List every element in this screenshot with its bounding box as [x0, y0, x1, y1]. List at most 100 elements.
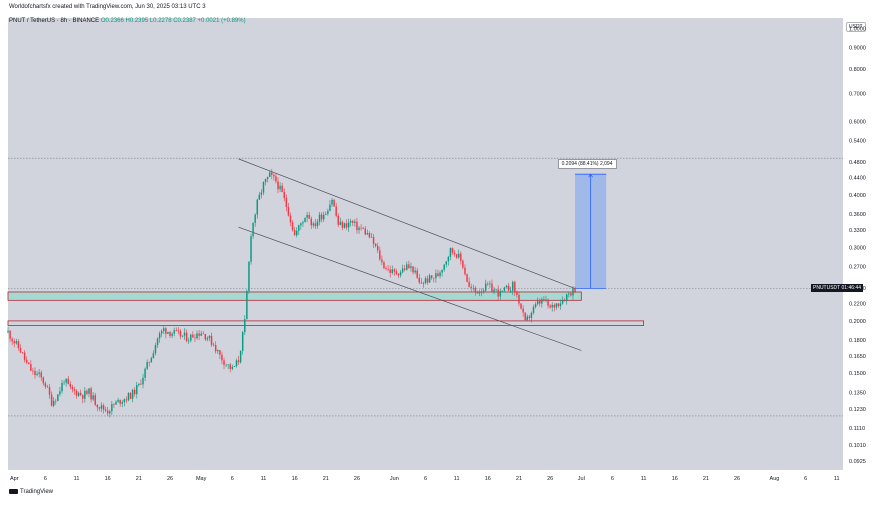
- candle-body: [57, 394, 59, 401]
- x-tick-label: 11: [834, 476, 840, 482]
- y-tick-label: 0.1650: [849, 354, 866, 360]
- candle-body: [42, 377, 45, 384]
- price-axis[interactable]: [843, 18, 879, 470]
- candle-body: [449, 247, 452, 257]
- tradingview-logo-icon: [9, 489, 18, 494]
- candle-body: [175, 330, 177, 331]
- candle-body: [210, 335, 213, 345]
- candle-body: [549, 305, 551, 308]
- y-tick-label: 0.1500: [849, 371, 866, 377]
- currency-badge[interactable]: USDT: [846, 22, 866, 32]
- x-tick-label: 6: [424, 476, 427, 482]
- candle-body: [185, 332, 188, 342]
- candle-body: [30, 364, 32, 371]
- tradingview-footer[interactable]: TradingView: [9, 489, 53, 495]
- x-tick-label: 6: [804, 476, 807, 482]
- x-tick-label: 21: [323, 476, 329, 482]
- y-tick-label: 0.4000: [849, 193, 866, 199]
- x-tick-label: 6: [231, 476, 234, 482]
- candle-body: [551, 304, 553, 308]
- candle-body: [160, 330, 163, 334]
- candle-body: [318, 214, 321, 222]
- x-tick-label: Apr: [10, 476, 19, 482]
- candle-body: [516, 291, 518, 295]
- candle-body: [493, 289, 495, 292]
- candle-body: [470, 286, 472, 288]
- candle-body: [553, 304, 556, 308]
- candle-body: [256, 199, 258, 215]
- x-tick-label: 11: [74, 476, 80, 482]
- candle-body: [111, 404, 113, 412]
- candle-body: [23, 352, 26, 360]
- candle-body: [104, 409, 107, 411]
- x-tick-label: 16: [672, 476, 678, 482]
- y-tick-label: 0.3000: [849, 245, 866, 251]
- x-tick-label: 21: [136, 476, 142, 482]
- candle-body: [368, 233, 371, 238]
- x-tick-label: 21: [703, 476, 709, 482]
- candle-body: [138, 383, 140, 386]
- candle-body: [370, 237, 373, 238]
- candle-body: [287, 206, 290, 216]
- candle-body: [28, 362, 30, 365]
- candle-body: [268, 172, 271, 177]
- candle-body: [458, 253, 460, 258]
- candle-body: [63, 382, 65, 384]
- candle-body: [327, 210, 329, 214]
- y-tick-label: 0.2700: [849, 264, 866, 270]
- time-axis[interactable]: [8, 470, 879, 484]
- candle-body: [447, 256, 450, 262]
- y-tick-label: 0.8000: [849, 67, 866, 73]
- candle-body: [310, 218, 312, 226]
- candle-body: [410, 266, 412, 268]
- candle-body: [499, 290, 502, 297]
- x-tick-label: 26: [354, 476, 360, 482]
- candle-body: [50, 394, 53, 406]
- candle-body: [408, 264, 410, 268]
- candle-body: [15, 341, 18, 344]
- candle-body: [439, 272, 441, 277]
- candle-body: [362, 228, 364, 229]
- x-tick-label: 16: [105, 476, 111, 482]
- candle-body: [468, 281, 470, 287]
- candle-body: [291, 222, 294, 231]
- candle-body: [260, 192, 263, 195]
- candle-body: [543, 299, 545, 301]
- y-tick-label: 0.0925: [849, 459, 866, 465]
- candle-body: [399, 272, 402, 276]
- candle-body: [376, 246, 379, 251]
- candle-body: [229, 364, 231, 369]
- plot-area[interactable]: [8, 18, 843, 470]
- candle-body: [464, 267, 466, 275]
- candle-body: [316, 221, 319, 227]
- measure-label: 0.2094 (88.41%) 2,094: [557, 159, 617, 170]
- candle-body: [88, 388, 90, 394]
- candle-body: [121, 402, 123, 404]
- candle-body: [451, 247, 454, 253]
- candle-body: [335, 206, 337, 216]
- candle-body: [65, 378, 67, 383]
- x-tick-label: Jul: [578, 476, 585, 482]
- candle-body: [422, 283, 425, 284]
- candle-body: [420, 282, 423, 284]
- y-tick-label: 0.5400: [849, 138, 866, 144]
- candle-body: [177, 330, 180, 332]
- candle-body: [522, 308, 524, 313]
- candle-body: [401, 268, 404, 273]
- candle-body: [433, 277, 435, 279]
- candle-body: [300, 223, 302, 226]
- candle-body: [424, 278, 427, 284]
- candle-body: [364, 228, 366, 235]
- candle-body: [503, 287, 506, 291]
- candle-body: [36, 373, 38, 375]
- candle-body: [476, 291, 479, 294]
- candle-body: [21, 352, 24, 354]
- candle-body: [428, 275, 431, 283]
- symbol-title: PNUT / TetherUS · 8h · BINANCE: [9, 18, 100, 24]
- candle-body: [320, 214, 323, 220]
- y-tick-label: 0.7000: [849, 91, 866, 97]
- y-tick-label: 0.1230: [849, 407, 866, 413]
- x-tick-label: 11: [454, 476, 460, 482]
- candle-body: [119, 399, 121, 404]
